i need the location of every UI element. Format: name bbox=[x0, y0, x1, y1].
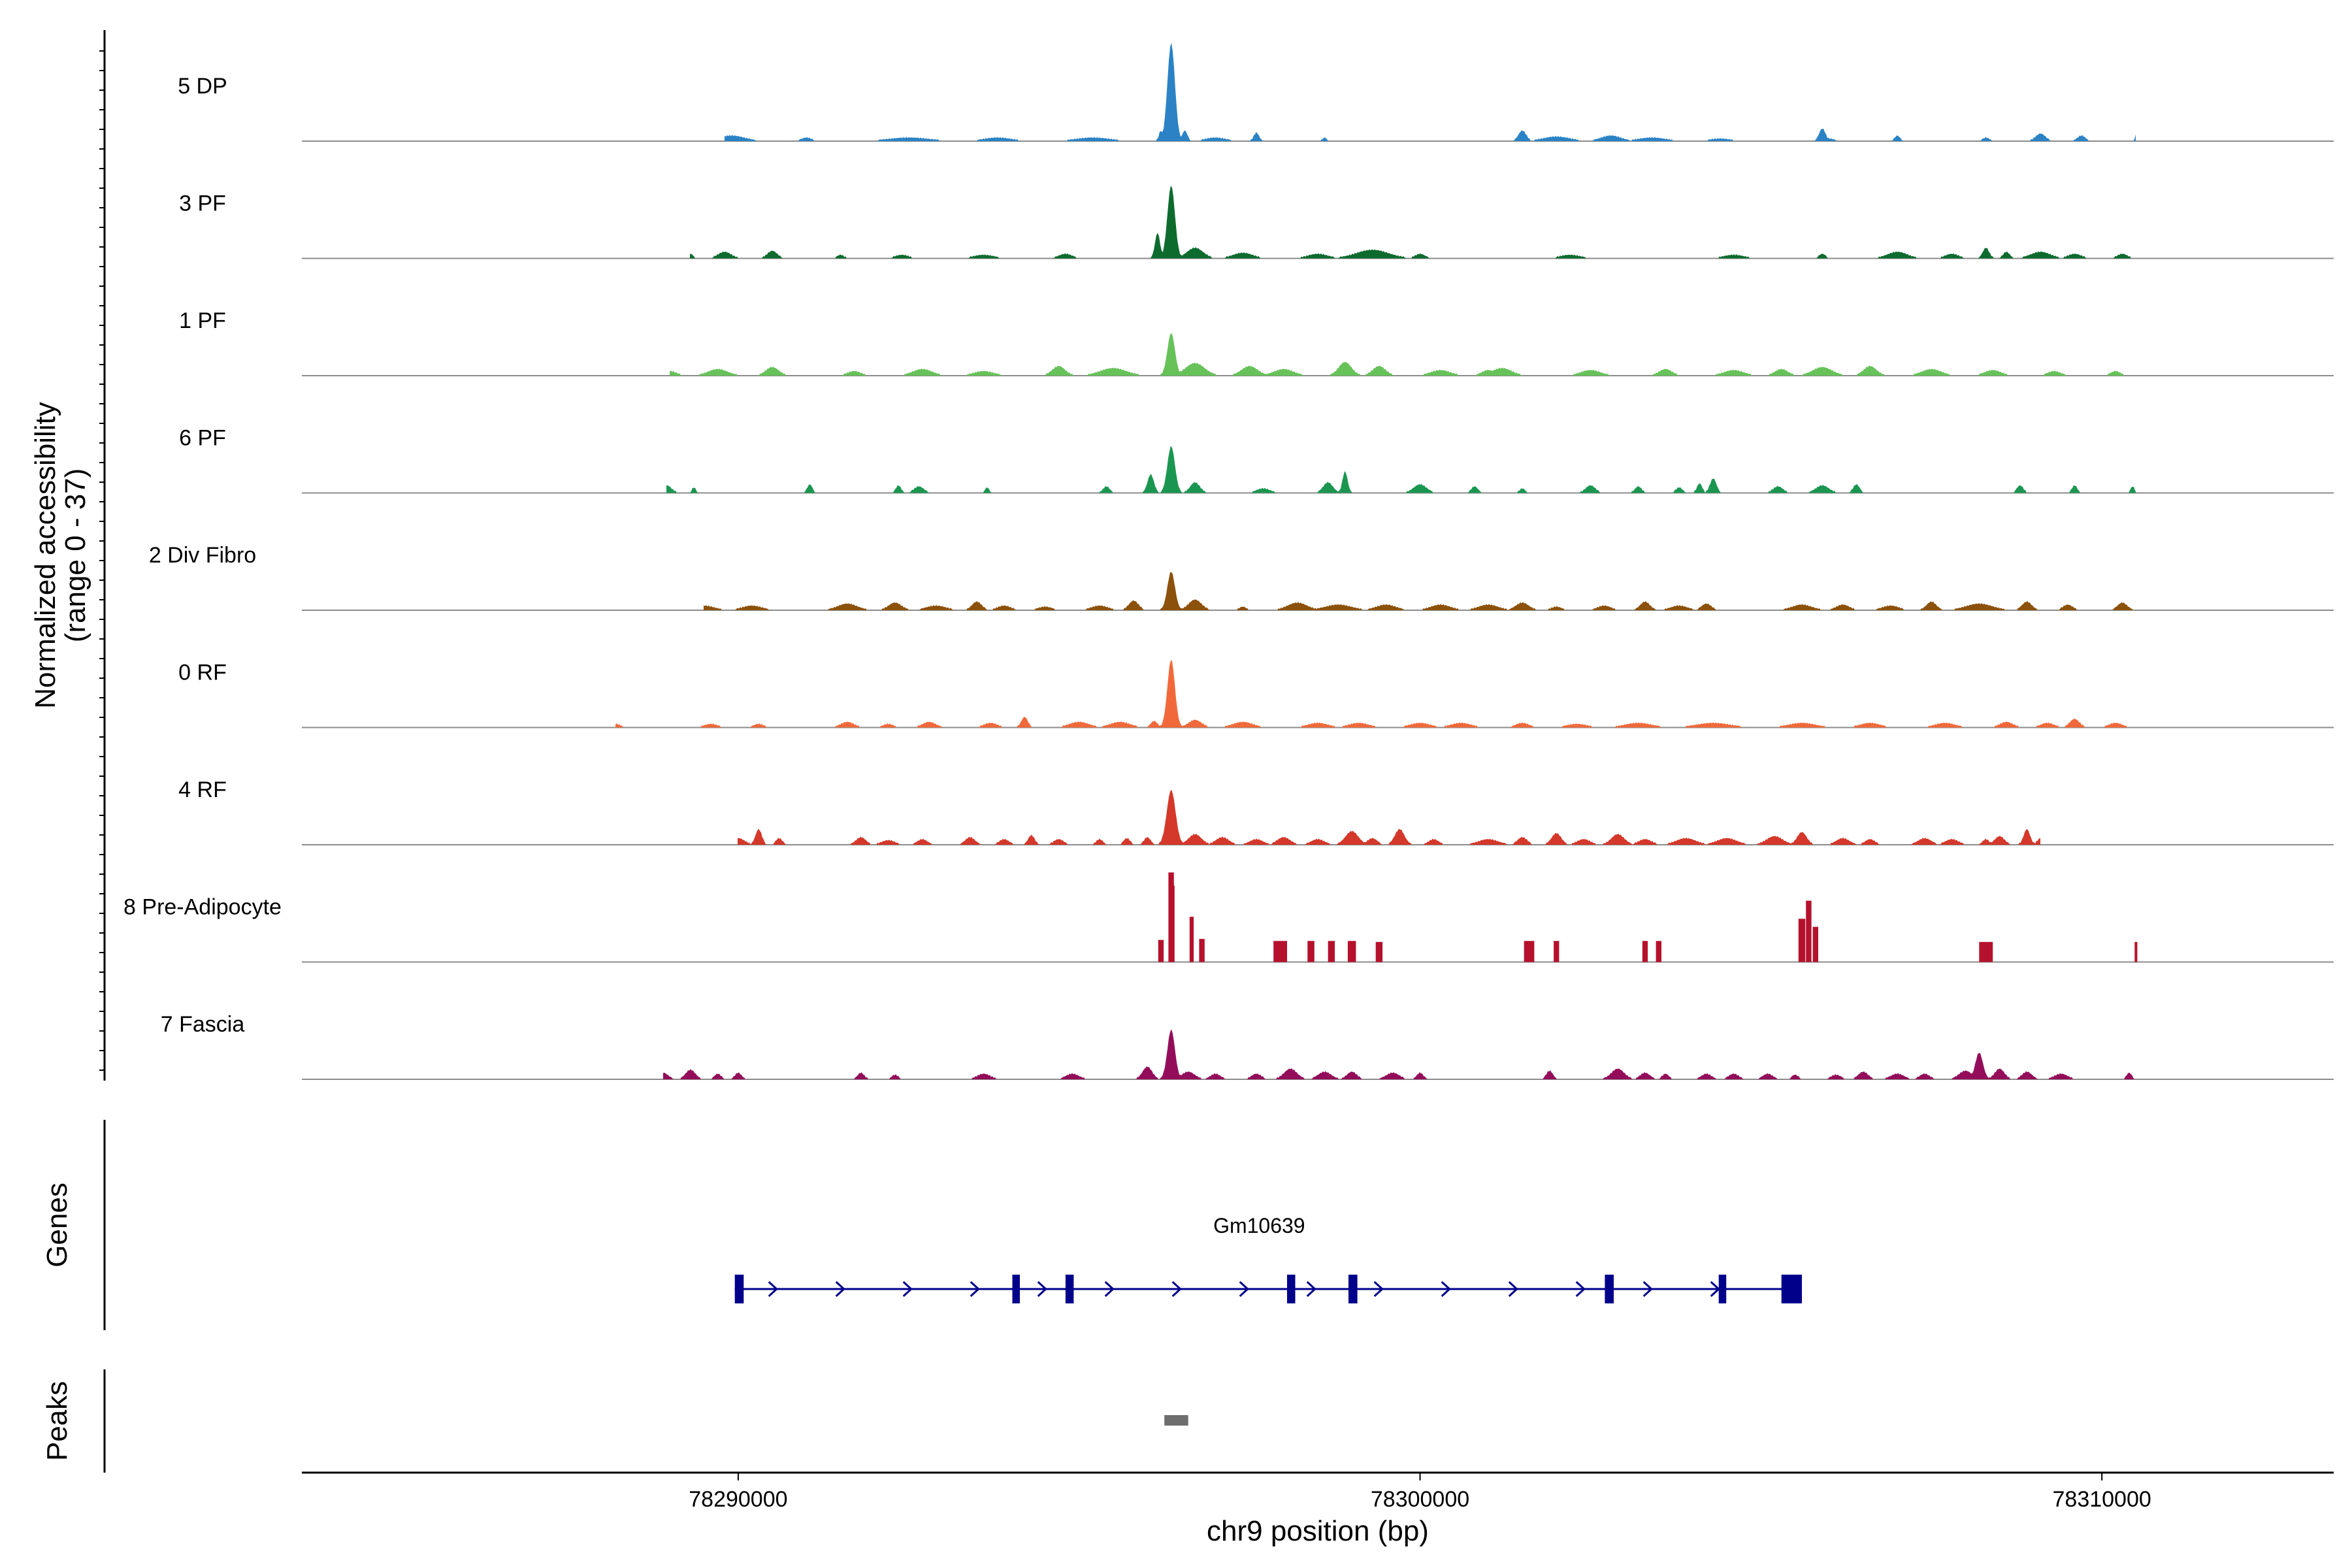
strand-arrow bbox=[1306, 1281, 1316, 1298]
gene-exon bbox=[734, 1275, 744, 1303]
x-axis-title: chr9 position (bp) bbox=[1207, 1515, 1429, 1547]
peak-regions bbox=[1164, 1415, 1188, 1426]
y-axis-title-line-2: (range 0 - 37) bbox=[59, 468, 91, 643]
strand-arrow bbox=[1171, 1281, 1182, 1298]
strand-arrow bbox=[1104, 1281, 1115, 1298]
track-1-pf: 1 PF bbox=[179, 308, 2334, 376]
x-axis: 78290000 78300000 78310000 chr9 position (… bbox=[302, 1471, 2334, 1547]
peaks-panel: Peaks bbox=[41, 1369, 1188, 1473]
track-label: 6 PF bbox=[179, 426, 226, 451]
gene-label: Gm10639 bbox=[1213, 1214, 1305, 1237]
track-label: 1 PF bbox=[179, 308, 226, 333]
track-4-rf: 4 RF bbox=[178, 777, 2334, 845]
strand-arrow bbox=[970, 1281, 980, 1298]
track-3-pf: 3 PF bbox=[179, 186, 2334, 259]
gene-models: Gm10639 bbox=[734, 1214, 1802, 1303]
track-label: 2 Div Fibro bbox=[149, 543, 256, 568]
genes-panel-title: Genes bbox=[41, 1183, 73, 1267]
strand-arrow bbox=[1642, 1281, 1653, 1298]
y-axis-title-line-1: Normalized accessibility bbox=[29, 402, 61, 708]
strand-arrow bbox=[1441, 1281, 1451, 1298]
x-tick-label: 78310000 bbox=[2053, 1487, 2151, 1512]
strand-arrow bbox=[902, 1281, 913, 1298]
strand-arrow bbox=[1575, 1281, 1586, 1298]
y-axis-ticks bbox=[99, 50, 105, 1071]
gene-exon bbox=[1287, 1275, 1296, 1303]
strand-arrow bbox=[1373, 1281, 1384, 1298]
track-5-dp: 5 DP bbox=[178, 42, 2334, 142]
gene-exon bbox=[1718, 1275, 1727, 1303]
peak-region bbox=[1164, 1415, 1188, 1426]
gene-gm10639: Gm10639 bbox=[734, 1214, 1802, 1303]
y-axis-title: Normalized accessibility(range 0 - 37) bbox=[29, 402, 91, 708]
strand-arrow bbox=[1037, 1281, 1047, 1298]
gene-exon bbox=[1012, 1275, 1020, 1303]
track-label: 4 RF bbox=[178, 777, 227, 802]
gene-exon bbox=[1605, 1275, 1614, 1303]
strand-arrow bbox=[768, 1281, 778, 1298]
genes-panel: Genes Gm10639 bbox=[41, 1120, 1802, 1330]
track-area: Normalized accessibility(range 0 - 37) 5… bbox=[29, 30, 2334, 1081]
coverage-tracks: 5 DP 3 PF 1 PF 6 PF 2 Div Fibro 0 RF 4 RF 8 Pre… bbox=[123, 42, 2334, 1080]
track-0-rf: 0 RF bbox=[178, 661, 2334, 728]
coverage-area bbox=[1158, 872, 2138, 962]
x-tick-label: 78290000 bbox=[689, 1487, 787, 1512]
x-axis-ticks: 78290000 78300000 78310000 bbox=[689, 1473, 2151, 1512]
track-6-pf: 6 PF bbox=[179, 426, 2334, 494]
track-7-fascia: 7 Fascia bbox=[161, 1012, 2334, 1080]
coverage-area bbox=[704, 572, 2136, 610]
track-label: 7 Fascia bbox=[161, 1012, 245, 1037]
track-label: 0 RF bbox=[178, 661, 227, 685]
coverage-area bbox=[670, 333, 2136, 376]
x-tick-label: 78300000 bbox=[1371, 1487, 1469, 1512]
track-8-pre-adipocyte: 8 Pre-Adipocyte bbox=[123, 872, 2334, 963]
track-label: 5 DP bbox=[178, 74, 227, 99]
track-label: 8 Pre-Adipocyte bbox=[123, 895, 282, 920]
gene-exon bbox=[1065, 1275, 1074, 1303]
peaks-panel-title: Peaks bbox=[41, 1381, 73, 1461]
strand-arrow bbox=[1239, 1281, 1249, 1298]
track-2-div-fibro: 2 Div Fibro bbox=[149, 543, 2334, 611]
gene-exon bbox=[1348, 1275, 1358, 1303]
strand-arrow bbox=[1508, 1281, 1518, 1298]
strand-arrow bbox=[835, 1281, 845, 1298]
track-label: 3 PF bbox=[179, 191, 226, 216]
gene-exon bbox=[1781, 1275, 1802, 1303]
